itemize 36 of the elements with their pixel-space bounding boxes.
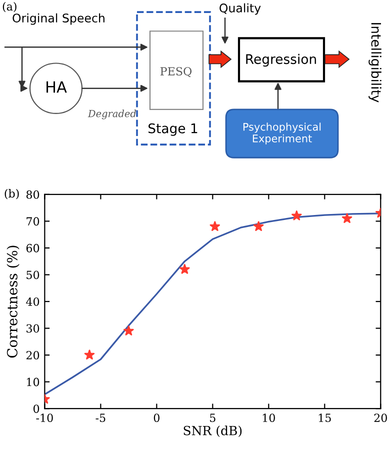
point: [210, 221, 220, 232]
x-tick-label: 15: [318, 414, 331, 422]
y-axis-title: Correctness (%): [6, 246, 20, 358]
text: Degraded: [88, 110, 136, 120]
text: PESQ: [160, 67, 192, 78]
point: [84, 350, 95, 360]
x-tick-label: 0: [154, 414, 160, 422]
point: [342, 213, 352, 223]
y-tick-label: 70: [26, 217, 40, 226]
x-tick-label: 10: [262, 414, 275, 422]
x-tick-label: -10: [36, 414, 53, 422]
point: [253, 221, 264, 232]
y-tick-label: 80: [26, 190, 40, 199]
point: [180, 264, 190, 274]
chart-title: (b): [4, 189, 19, 200]
text: Quality: [220, 3, 261, 15]
x-tick-label: -5: [96, 414, 106, 422]
point: [124, 326, 134, 336]
x-tick-label: 5: [210, 414, 216, 422]
y-tick-label: 30: [26, 324, 40, 333]
text: (a): [2, 2, 16, 12]
text: HA: [46, 81, 67, 93]
text: Stage 1: [148, 123, 198, 136]
y-tick-label: 60: [26, 244, 40, 252]
y-tick-label: 0: [33, 404, 40, 413]
y-tick-label: 10: [27, 378, 40, 386]
y-tick-label: 20: [26, 351, 40, 360]
text: Original Speech: [12, 13, 104, 25]
text: Psychophysical Experiment: [243, 122, 321, 144]
x-axis-title: SNR (dB): [184, 426, 242, 438]
x-tick-label: 20: [374, 414, 387, 422]
text: Intelligibility: [368, 23, 382, 102]
text: Regression: [246, 54, 316, 67]
y-tick-label: 40: [26, 297, 40, 306]
point: [292, 210, 302, 220]
y-tick-label: 50: [26, 270, 40, 280]
